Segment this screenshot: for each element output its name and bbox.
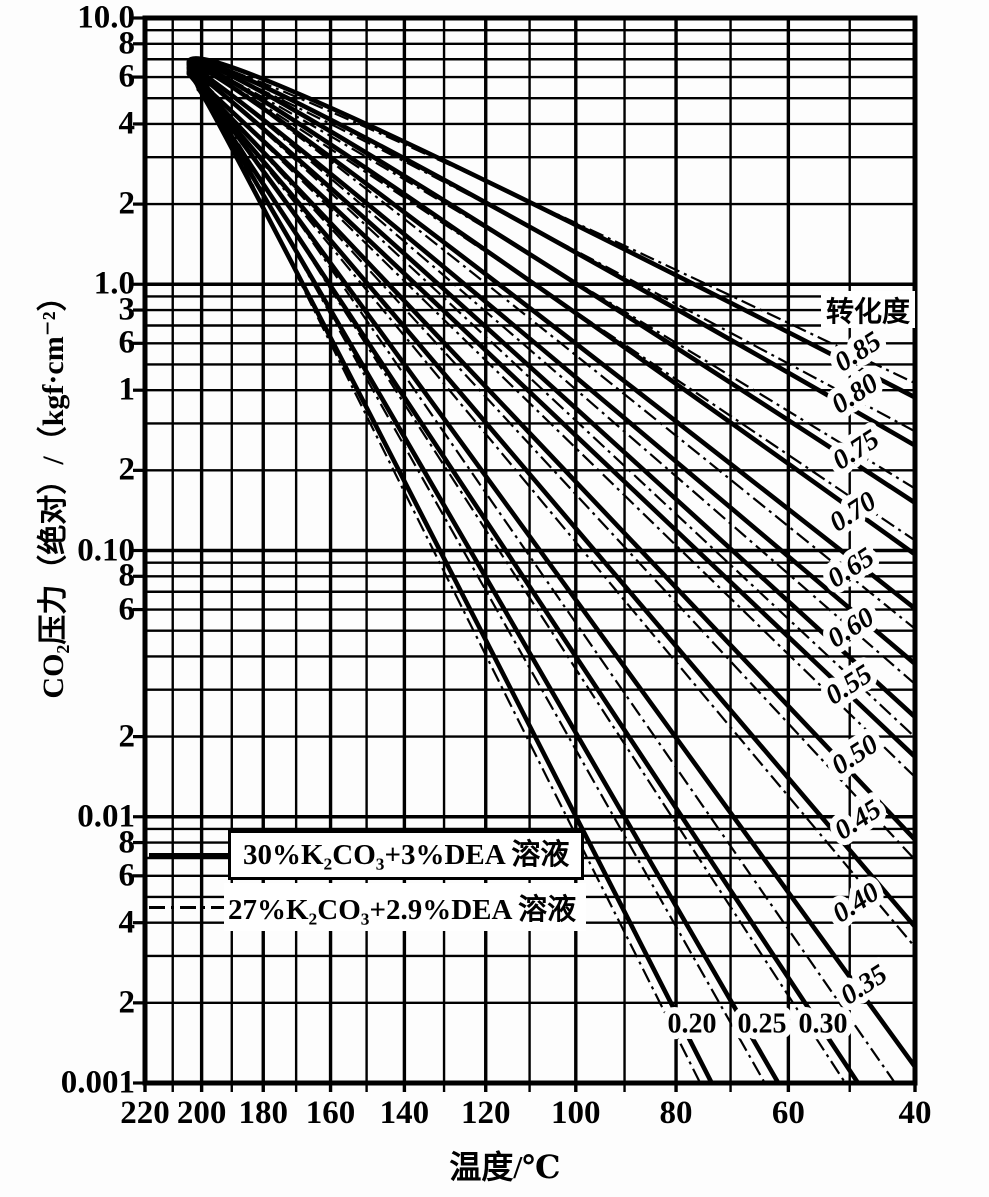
- x-tick-label: 60: [771, 1095, 805, 1131]
- curve-label-0.55: 0.55: [820, 659, 878, 712]
- curve-solid-0.25: [195, 83, 781, 1083]
- x-tick-label: 200: [176, 1095, 227, 1131]
- curve-dashdot-0.45: [194, 73, 915, 861]
- x-tick-label: 220: [120, 1095, 170, 1131]
- curve-dashdot-0.40: [194, 73, 915, 948]
- legend: 30%K₂CO₃+3%DEA 溶液 27%K₂CO₃+2.9%DEA 溶液: [149, 830, 587, 931]
- legend-item-dashdot: 27%K₂CO₃+2.9%DEA 溶液: [149, 883, 587, 931]
- x-axis-title: 温度/℃: [449, 1149, 561, 1185]
- curve-solid-0.35: [186, 69, 915, 1070]
- x-tick-label: 180: [238, 1095, 288, 1131]
- curve-solid-0.45: [186, 71, 915, 842]
- curve-solid-0.20: [196, 87, 714, 1083]
- y-tick-label: 10.0: [77, 0, 135, 36]
- y-tick-label: 4: [118, 105, 136, 142]
- curve-solid-0.75: [186, 58, 915, 506]
- curve-label-0.25: 0.25: [738, 1009, 787, 1040]
- x-tick-label: 140: [379, 1095, 430, 1131]
- y-tick-label: 2: [118, 185, 136, 222]
- plot-border: [142, 15, 918, 1086]
- curve-label-0.20: 0.20: [668, 1009, 717, 1040]
- y-tick-label: 2: [118, 984, 136, 1021]
- x-tick-label: 80: [659, 1095, 693, 1131]
- y-tick-label: 1: [118, 371, 136, 408]
- legend-item-solid: 30%K₂CO₃+3%DEA 溶液: [149, 830, 586, 880]
- curve-dashdot-0.20: [207, 90, 702, 1083]
- curve-solid-0.30: [190, 75, 861, 1083]
- solid-line-swatch: [149, 853, 228, 857]
- y-tick-label: 0.001: [60, 1064, 135, 1101]
- x-tick-label: 100: [551, 1095, 601, 1131]
- legend-label-solid: 30%K₂CO₃+3%DEA 溶液: [228, 830, 585, 880]
- series-group-label: 转化度: [821, 291, 915, 328]
- y-tick-label: 6: [118, 58, 136, 95]
- x-tick-label: 120: [460, 1095, 511, 1131]
- y-tick-label: 0.10: [77, 532, 135, 568]
- y-tick-label: 2: [118, 451, 136, 488]
- curve-label-0.30: 0.30: [799, 1009, 848, 1040]
- x-tick-label: 40: [898, 1095, 932, 1131]
- dashdot-line-swatch: [149, 905, 224, 909]
- curve-solid-0.50: [186, 70, 915, 760]
- curve-solid-0.85: [186, 55, 915, 400]
- x-tick-label: 160: [305, 1095, 356, 1131]
- curve-dashdot-0.75: [194, 63, 915, 490]
- curve-label-0.75: 0.75: [827, 424, 885, 477]
- y-tick-label: 2: [118, 718, 136, 755]
- legend-label-dashdot: 27%K₂CO₃+2.9%DEA 溶液: [224, 883, 587, 931]
- y-tick-label: 8: [118, 25, 136, 62]
- y-tick-label: 8: [118, 557, 136, 594]
- curve-solid-0.65: [186, 61, 915, 611]
- curve-dashdot-0.55: [194, 68, 915, 739]
- y-tick-label: 4: [118, 904, 136, 941]
- curve-dashdot-0.70: [194, 64, 915, 542]
- y-tick-label: 6: [118, 591, 136, 628]
- y-tick-label: 3: [118, 291, 136, 328]
- curve-label-0.85: 0.85: [829, 326, 887, 379]
- y-axis-title: CO₂压力（绝对）/（kgf·cm⁻²）: [37, 281, 70, 699]
- y-tick-label: 0.01: [77, 798, 135, 835]
- y-tick-label: 6: [118, 857, 136, 894]
- curve-dashdot-0.85: [194, 60, 915, 385]
- curve-solid-0.55: [186, 66, 915, 720]
- curve-solid-0.40: [186, 71, 915, 930]
- y-tick-label: 1.0: [93, 265, 135, 302]
- curve-dashdot-0.65: [194, 63, 915, 630]
- y-tick-label: 6: [118, 324, 136, 361]
- y-tick-label: 8: [118, 824, 136, 861]
- curve-dashdot-0.30: [200, 79, 847, 1083]
